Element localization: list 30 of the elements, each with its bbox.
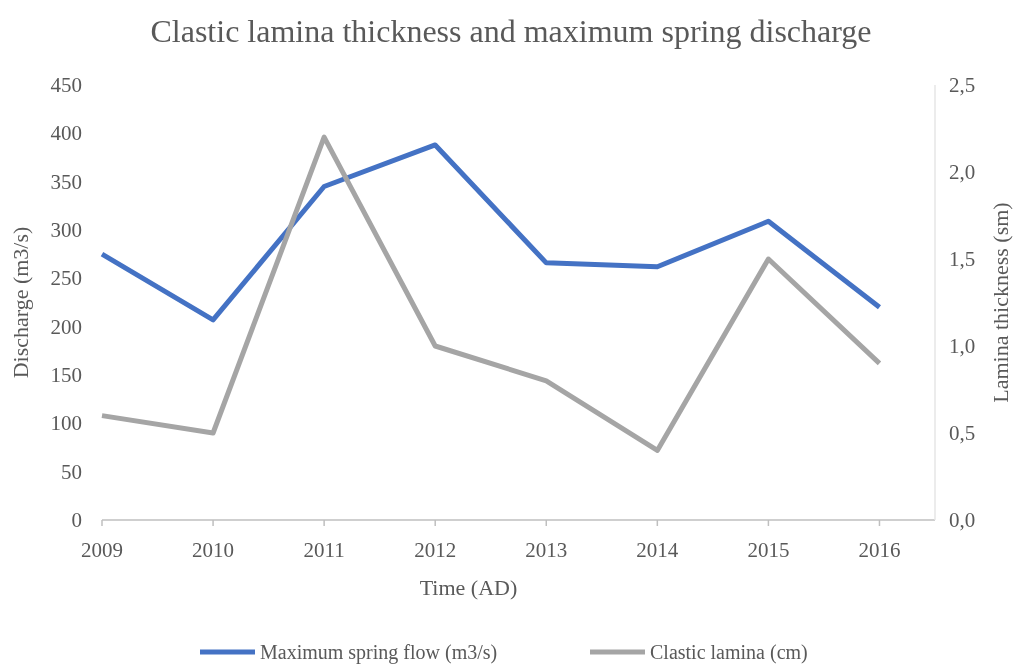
y-tick-label: 250: [50, 266, 82, 291]
x-tick-label: 2013: [525, 538, 568, 562]
legend-label: Maximum spring flow (m3/s): [260, 641, 498, 664]
y-tick-label: 0: [71, 508, 82, 532]
x-tick-label: 2014: [636, 538, 679, 562]
x-tick-label: 2009: [81, 538, 123, 562]
y-tick-label: 100: [50, 411, 82, 436]
y-tick-label: 300: [50, 218, 82, 242]
y2-tick-label: 1,0: [949, 334, 976, 358]
y-tick-label: 400: [50, 121, 82, 146]
y-tick-label: 150: [50, 363, 82, 387]
y-tick-label: 50: [61, 459, 82, 484]
y2-axis-title: Lamina thickness (sm): [988, 202, 1013, 403]
y2-tick-label: 2,0: [949, 160, 976, 184]
legend-label: Clastic lamina (cm): [650, 641, 808, 664]
y2-tick-label: 0,5: [949, 421, 976, 445]
x-tick-label: 2011: [303, 538, 345, 562]
chart-title: Clastic lamina thickness and maximum spring discharge: [150, 13, 872, 49]
x-tick-label: 2016: [858, 538, 901, 562]
y-tick-label: 350: [50, 169, 82, 194]
y2-tick-label: 0,0: [949, 508, 976, 532]
y-axis-title: Discharge (m3/s): [8, 226, 33, 379]
x-tick-label: 2015: [747, 538, 790, 562]
y-tick-label: 450: [50, 73, 82, 97]
x-axis-title: Time (AD): [419, 575, 518, 600]
y2-tick-label: 2,5: [949, 73, 976, 97]
x-tick-label: 2010: [192, 538, 235, 562]
y2-tick-label: 1,5: [949, 247, 976, 271]
y-tick-label: 200: [50, 314, 82, 339]
x-tick-label: 2012: [414, 538, 457, 562]
